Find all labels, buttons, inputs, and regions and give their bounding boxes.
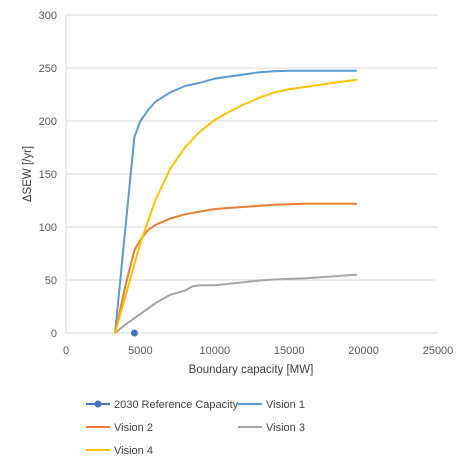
x-axis-title: Boundary capacity [MW] xyxy=(189,364,314,376)
data-series xyxy=(114,69,358,337)
y-tick-label: 100 xyxy=(39,222,57,234)
vision-1-line xyxy=(114,69,358,334)
legend: 2030 Reference Capacity Vision 1 Vision 2 V… xyxy=(86,399,305,457)
x-tick-label: 5000 xyxy=(128,345,152,357)
y-tick-label: 150 xyxy=(39,169,57,181)
gridlines xyxy=(65,14,438,334)
y-tick-label: 300 xyxy=(39,10,57,22)
x-tick-label: 0 xyxy=(63,345,69,357)
legend-label-vision-4: Vision 4 xyxy=(114,445,153,457)
x-tick-label: 25000 xyxy=(423,345,454,357)
x-tick-label: 10000 xyxy=(200,345,231,357)
legend-label-vision-2: Vision 2 xyxy=(114,422,153,434)
vision-3-line xyxy=(114,273,358,334)
y-tick-label: 0 xyxy=(51,328,57,340)
x-tick-label: 15000 xyxy=(274,345,305,357)
vision-2-line xyxy=(114,202,358,334)
x-axis: 0 5000 10000 15000 20000 25000 xyxy=(63,345,453,357)
x-tick-label: 20000 xyxy=(348,345,379,357)
y-tick-label: 200 xyxy=(39,116,57,128)
2030-reference-capacity-point xyxy=(130,329,138,337)
y-axis-title: ΔSEW [/yr] xyxy=(22,146,34,202)
vision-4-line xyxy=(114,78,358,334)
legend-label-vision-3: Vision 3 xyxy=(266,422,305,434)
y-tick-label: 250 xyxy=(39,63,57,75)
y-tick-label: 50 xyxy=(45,275,57,287)
legend-marker-2030-reference-capacity xyxy=(94,400,102,408)
legend-label-vision-1: Vision 1 xyxy=(266,399,305,411)
y-axis: 0 50 100 150 200 250 300 xyxy=(39,10,57,340)
legend-label-2030-reference-capacity: 2030 Reference Capacity xyxy=(114,399,239,411)
